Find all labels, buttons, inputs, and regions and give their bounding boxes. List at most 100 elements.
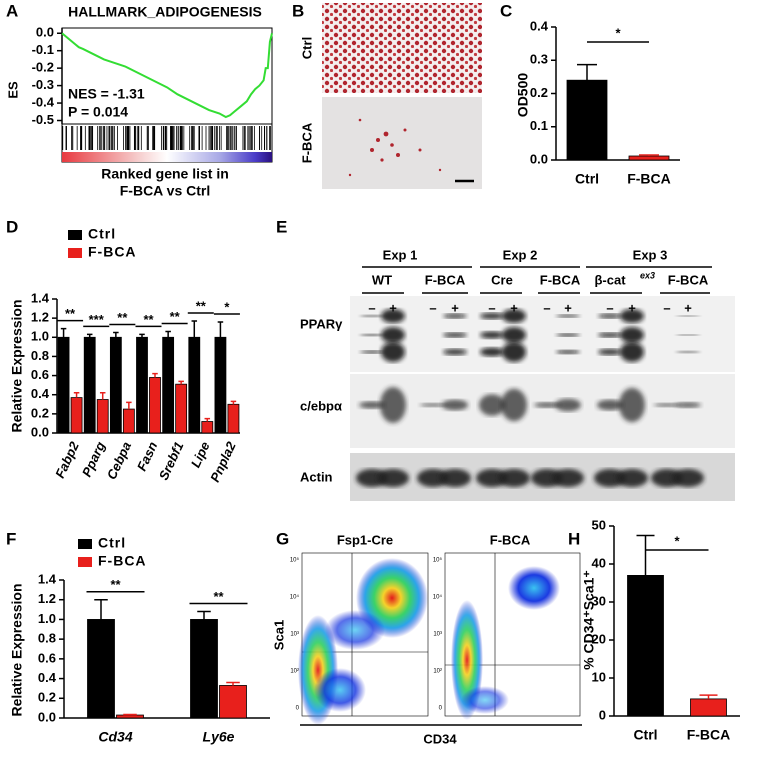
band bbox=[676, 334, 700, 336]
panel-letter: H bbox=[568, 529, 580, 548]
y-tick-label: 20 bbox=[592, 631, 606, 646]
group-label: F-BCA bbox=[540, 272, 581, 287]
band bbox=[377, 469, 409, 487]
band bbox=[555, 398, 581, 412]
bar bbox=[96, 399, 109, 434]
x-tick-label: Cebpa bbox=[104, 439, 134, 481]
legend-swatch bbox=[68, 230, 82, 240]
y-tick-label: 0.8 bbox=[38, 631, 56, 646]
legend-swatch bbox=[68, 248, 82, 258]
sig-label: * bbox=[674, 533, 680, 548]
bar bbox=[566, 79, 608, 161]
band bbox=[417, 469, 449, 487]
lane-sign: – bbox=[429, 300, 436, 315]
band bbox=[480, 347, 504, 357]
y-tick-label: 1.2 bbox=[31, 310, 49, 325]
y-axis-label: Relative Expression bbox=[9, 583, 25, 716]
band bbox=[597, 399, 623, 411]
lane-sign: – bbox=[368, 300, 375, 315]
x-tick-label: Fasn bbox=[134, 439, 160, 473]
bar bbox=[627, 575, 664, 717]
y-tick-label: 0.3 bbox=[530, 52, 548, 67]
x-tick-label: Ctrl bbox=[633, 727, 657, 743]
y-tick-label: 0.1 bbox=[530, 118, 548, 133]
y-tick-label: -0.4 bbox=[32, 94, 55, 109]
es-curve bbox=[61, 32, 273, 119]
bar bbox=[87, 619, 115, 719]
flow-tick: 10⁴ bbox=[433, 594, 443, 601]
y-tick-label: 0.8 bbox=[31, 348, 49, 363]
band bbox=[598, 313, 622, 319]
sig-label: ** bbox=[196, 298, 207, 313]
x-tick-label: Fabp2 bbox=[52, 439, 82, 481]
lane-sign: + bbox=[684, 300, 692, 315]
sig-label: ** bbox=[110, 577, 121, 592]
rank-gradient bbox=[62, 152, 272, 162]
micrographs: Ctrl F-BCA bbox=[299, 3, 482, 189]
protein-label: Actin bbox=[300, 469, 333, 484]
error-bar bbox=[577, 63, 597, 81]
error-bar bbox=[152, 372, 158, 378]
legend-label: Ctrl bbox=[88, 226, 116, 242]
band bbox=[381, 342, 405, 362]
sig-label: ** bbox=[117, 310, 128, 325]
bar bbox=[116, 714, 144, 719]
error-bar bbox=[113, 331, 119, 338]
band bbox=[620, 309, 644, 323]
flow-tick: 10³ bbox=[290, 632, 299, 638]
y-tick-label: 40 bbox=[592, 555, 606, 570]
legend-swatch bbox=[78, 539, 92, 549]
bar bbox=[149, 377, 161, 434]
band bbox=[380, 387, 406, 423]
bar bbox=[227, 403, 240, 434]
error-bar bbox=[230, 400, 237, 405]
error-bar bbox=[99, 392, 106, 400]
band bbox=[534, 402, 560, 408]
y-tick-label: 0.2 bbox=[31, 405, 49, 420]
x-tick-label: Ctrl bbox=[575, 171, 599, 187]
bar bbox=[136, 336, 148, 434]
band bbox=[502, 309, 526, 323]
bar bbox=[162, 336, 175, 434]
error-bar bbox=[191, 320, 198, 338]
flow-title: F-BCA bbox=[490, 532, 531, 547]
experiment-label: Exp 3 bbox=[633, 247, 668, 262]
y-tick-label: -0.2 bbox=[32, 60, 54, 75]
legend-label: Ctrl bbox=[98, 535, 126, 551]
flow-tick: 10² bbox=[433, 669, 442, 675]
y-tick-label: -0.5 bbox=[32, 112, 54, 127]
group-label: WT bbox=[372, 272, 392, 287]
flow-tick: 0 bbox=[439, 706, 443, 712]
lane-sign: + bbox=[389, 300, 397, 315]
band bbox=[476, 469, 508, 487]
error-bar bbox=[226, 681, 240, 686]
y-axis-label: ES bbox=[5, 81, 20, 99]
x-tick-label: F-BCA bbox=[627, 171, 671, 187]
band bbox=[443, 349, 467, 355]
y-tick-label: 0.0 bbox=[36, 25, 54, 40]
sig-label: ** bbox=[143, 312, 154, 327]
panel-letter: E bbox=[276, 217, 287, 236]
bar bbox=[690, 698, 727, 717]
band bbox=[619, 387, 645, 423]
band bbox=[439, 469, 471, 487]
error-bar bbox=[636, 534, 655, 576]
band bbox=[501, 388, 527, 422]
group-label: β-cat bbox=[594, 272, 626, 287]
band bbox=[443, 332, 467, 338]
flow-tick: 10⁵ bbox=[290, 557, 300, 564]
x-tick-label: Ly6e bbox=[203, 729, 235, 745]
x-axis-label: F-BCA vs Ctrl bbox=[120, 183, 211, 199]
bar bbox=[201, 421, 214, 434]
legend-label: F-BCA bbox=[98, 553, 147, 569]
lane-sign: – bbox=[606, 300, 613, 315]
group-label: Cre bbox=[491, 272, 513, 287]
band bbox=[620, 327, 644, 343]
sig-label: ** bbox=[65, 306, 76, 321]
bar bbox=[57, 336, 70, 434]
band bbox=[502, 327, 526, 343]
band bbox=[480, 312, 504, 320]
lane-sign: – bbox=[663, 300, 670, 315]
band bbox=[360, 314, 384, 318]
bar bbox=[83, 336, 96, 434]
